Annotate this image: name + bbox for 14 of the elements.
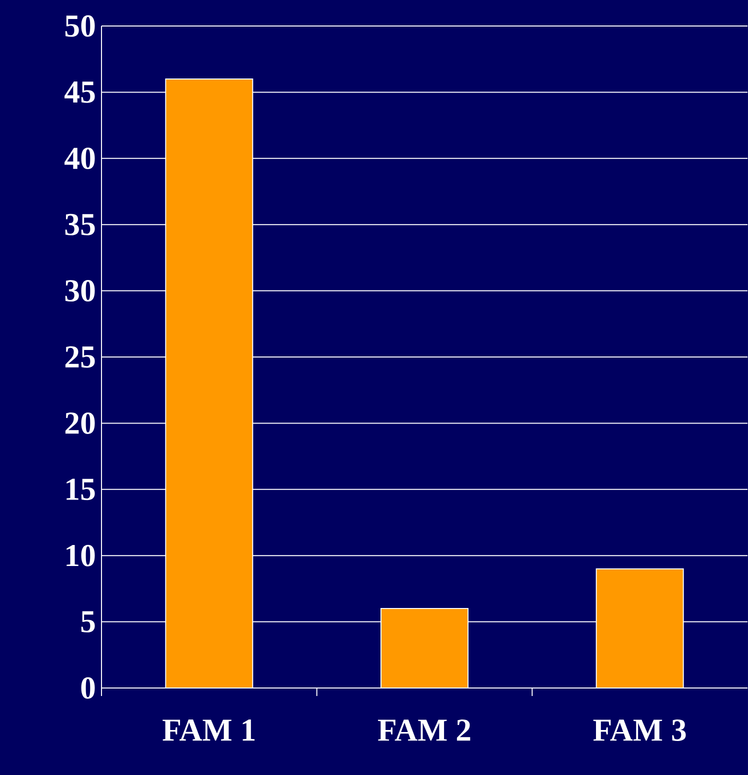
y-tick-label: 15 <box>66 478 95 500</box>
y-tick-label: 45 <box>64 82 95 103</box>
y-tick-label: 20 <box>65 412 95 434</box>
y-tick-label: 35 <box>65 214 95 236</box>
y-tick-label: 5 <box>81 611 95 632</box>
y-tick-label: 30 <box>65 280 95 302</box>
x-tick-label: FAM 2 <box>378 720 470 741</box>
x-tick-label: FAM 1 <box>162 720 255 741</box>
y-tick-label: 0 <box>81 677 95 699</box>
y-tick-label: 40 <box>64 148 95 170</box>
x-tick-label: FAM 3 <box>593 720 686 741</box>
y-tick-label: 25 <box>65 346 95 368</box>
y-tick-label: 10 <box>66 544 95 566</box>
y-tick-label: 50 <box>65 15 95 37</box>
